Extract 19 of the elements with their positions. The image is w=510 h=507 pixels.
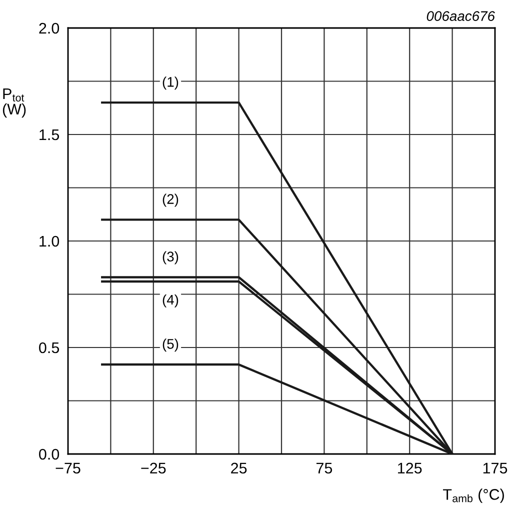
series-label: (2)	[162, 194, 178, 207]
y-tick-label: 0.5	[39, 342, 60, 354]
y-tick-label: 1.5	[40, 130, 60, 140]
y-tick-label: 2.0	[39, 22, 60, 34]
x-tick-label: −75	[56, 462, 80, 474]
x-tick-label: 25	[231, 462, 247, 474]
y-tick-label: 0.0	[39, 448, 60, 460]
y-axis-title: P$_{tot}$ (W)	[2, 88, 26, 118]
series-label: (3)	[162, 251, 178, 264]
x-tick-label: 75	[316, 462, 332, 474]
series-label: (5)	[162, 338, 178, 352]
x-axis-title: T$_{amb}$ (°C)	[443, 488, 504, 503]
y-tick-label: 1.0	[40, 236, 60, 247]
series-label: (4)	[162, 294, 178, 308]
x-tick-label: 125	[398, 462, 422, 474]
text: 006aac676	[426, 11, 496, 21]
x-tick-label: −25	[141, 462, 166, 474]
series-label: (1)	[162, 76, 178, 90]
x-tick-label: 175	[483, 462, 508, 474]
